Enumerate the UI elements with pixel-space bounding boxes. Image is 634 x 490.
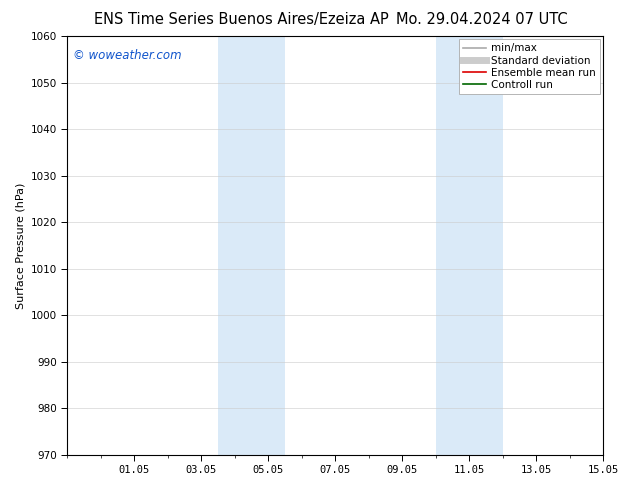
Bar [218,36,285,455]
Text: ENS Time Series Buenos Aires/Ezeiza AP: ENS Time Series Buenos Aires/Ezeiza AP [94,12,388,27]
Text: Mo. 29.04.2024 07 UTC: Mo. 29.04.2024 07 UTC [396,12,567,27]
Text: © woweather.com: © woweather.com [72,49,181,62]
Legend: min/max, Standard deviation, Ensemble mean run, Controll run: min/max, Standard deviation, Ensemble me… [459,39,600,94]
Bar [436,36,503,455]
Y-axis label: Surface Pressure (hPa): Surface Pressure (hPa) [15,182,25,309]
